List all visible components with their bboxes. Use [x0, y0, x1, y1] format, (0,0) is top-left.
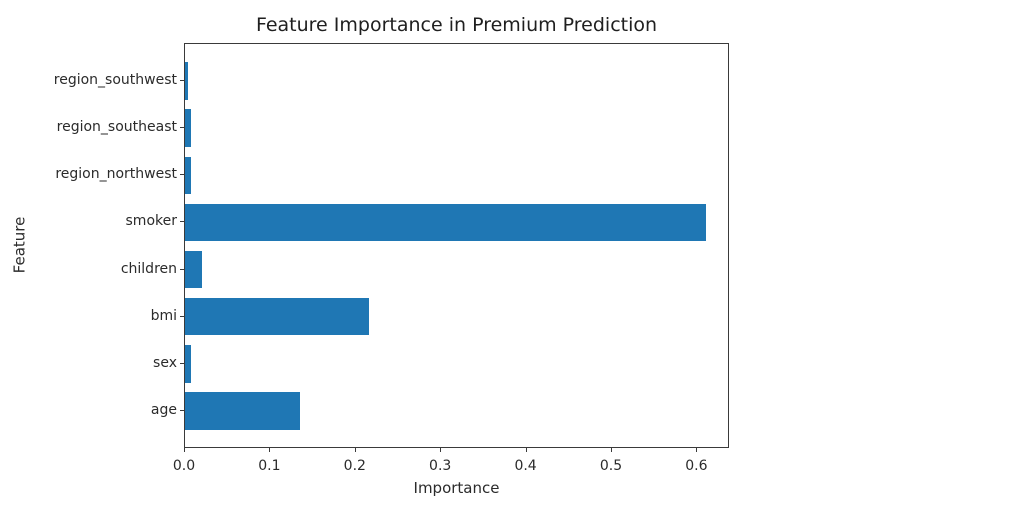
- y-tick-label: bmi: [150, 307, 177, 324]
- x-tick-mark: [354, 448, 356, 452]
- y-tick-label: age: [150, 401, 177, 418]
- x-tick-label: 0.5: [599, 458, 623, 474]
- x-tick-mark: [696, 448, 698, 452]
- x-tick-label: 0.3: [429, 458, 452, 474]
- y-tick-label: smoker: [125, 213, 177, 230]
- x-tick-mark: [269, 448, 271, 452]
- x-tick-label: 0.4: [514, 458, 537, 474]
- x-tick-label: 0.0: [172, 458, 196, 474]
- y-tick-mark: [180, 127, 184, 129]
- x-tick-mark: [184, 448, 185, 452]
- x-tick-label: 0.1: [258, 458, 281, 474]
- chart-title: Feature Importance in Premium Prediction: [255, 14, 658, 36]
- y-tick-label: children: [120, 260, 177, 277]
- bar-sex: [185, 344, 191, 383]
- y-tick-label: region_southwest: [53, 72, 177, 89]
- bar-region_northwest: [185, 156, 191, 195]
- x-axis-label: Importance: [413, 479, 500, 497]
- x-tick-label: 0.6: [685, 458, 708, 474]
- bar-children: [185, 250, 203, 289]
- bar-region_southwest: [185, 62, 189, 101]
- bar-age: [185, 391, 301, 430]
- y-tick-label: region_southeast: [56, 119, 177, 136]
- y-tick-mark: [180, 315, 184, 317]
- y-tick-label: region_northwest: [55, 166, 177, 183]
- x-tick-label: 0.2: [343, 458, 366, 474]
- y-tick-mark: [180, 362, 184, 364]
- plot-area: [184, 43, 729, 448]
- y-tick-mark: [180, 268, 184, 270]
- y-tick-mark: [180, 80, 184, 82]
- x-tick-mark: [611, 448, 612, 452]
- y-tick-mark: [180, 221, 184, 223]
- x-tick-mark: [440, 448, 442, 452]
- bar-bmi: [185, 297, 369, 336]
- y-tick-mark: [180, 174, 184, 176]
- y-tick-mark: [180, 409, 184, 411]
- bar-smoker: [185, 203, 706, 242]
- bar-region_southeast: [185, 109, 192, 148]
- x-tick-mark: [525, 448, 527, 452]
- y-tick-label: sex: [153, 354, 177, 371]
